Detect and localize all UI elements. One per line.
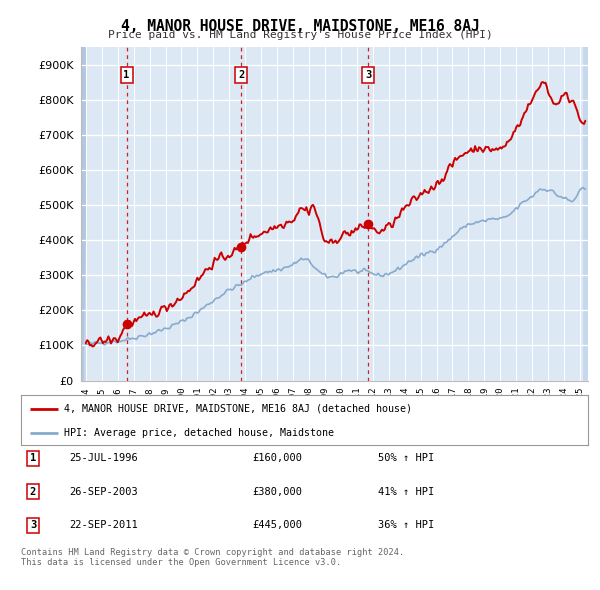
Text: 1: 1 [30, 453, 36, 463]
Text: 50% ↑ HPI: 50% ↑ HPI [378, 453, 434, 463]
Text: £160,000: £160,000 [252, 453, 302, 463]
Bar [81, 47, 86, 381]
Text: Price paid vs. HM Land Registry's House Price Index (HPI): Price paid vs. HM Land Registry's House … [107, 30, 493, 40]
Text: £445,000: £445,000 [252, 520, 302, 530]
Bar [583, 47, 588, 381]
Text: 1: 1 [124, 70, 130, 80]
Text: 22-SEP-2011: 22-SEP-2011 [69, 520, 138, 530]
Text: 2: 2 [30, 487, 36, 497]
Text: 25-JUL-1996: 25-JUL-1996 [69, 453, 138, 463]
Text: 3: 3 [365, 70, 371, 80]
Text: 3: 3 [30, 520, 36, 530]
Text: Contains HM Land Registry data © Crown copyright and database right 2024.
This d: Contains HM Land Registry data © Crown c… [21, 548, 404, 567]
Text: 2: 2 [238, 70, 244, 80]
Text: £380,000: £380,000 [252, 487, 302, 497]
Text: 36% ↑ HPI: 36% ↑ HPI [378, 520, 434, 530]
Text: 41% ↑ HPI: 41% ↑ HPI [378, 487, 434, 497]
Text: HPI: Average price, detached house, Maidstone: HPI: Average price, detached house, Maid… [64, 428, 334, 438]
Text: 4, MANOR HOUSE DRIVE, MAIDSTONE, ME16 8AJ (detached house): 4, MANOR HOUSE DRIVE, MAIDSTONE, ME16 8A… [64, 404, 412, 414]
Text: 26-SEP-2003: 26-SEP-2003 [69, 487, 138, 497]
Text: 4, MANOR HOUSE DRIVE, MAIDSTONE, ME16 8AJ: 4, MANOR HOUSE DRIVE, MAIDSTONE, ME16 8A… [121, 19, 479, 34]
